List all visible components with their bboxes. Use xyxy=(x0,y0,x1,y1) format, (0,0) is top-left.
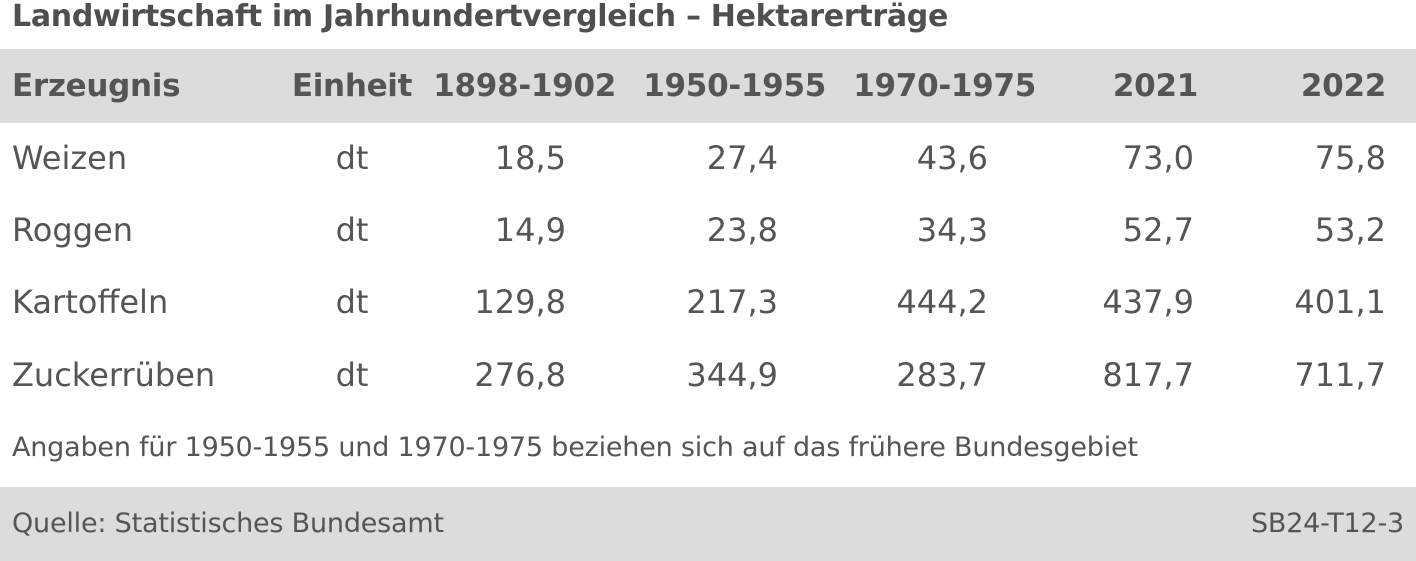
table-cell: 344,9 xyxy=(686,356,778,394)
table-cell: Roggen xyxy=(12,211,133,249)
table-cell: 34,3 xyxy=(916,211,988,249)
table-cell: 18,5 xyxy=(494,139,566,177)
table-code: SB24-T12-3 xyxy=(1250,508,1404,539)
table-cell: 52,7 xyxy=(1122,211,1194,249)
footnote: Angaben für 1950-1955 und 1970-1975 bezi… xyxy=(12,432,1138,463)
header-2022: 2022 xyxy=(1300,68,1386,104)
table-cell: dt xyxy=(335,211,369,249)
header-einheit: Einheit xyxy=(291,68,413,104)
table-cell: 75,8 xyxy=(1314,139,1386,177)
table-cell: Weizen xyxy=(12,139,128,177)
header-1898-1902: 1898-1902 xyxy=(433,68,616,104)
table-cell: 23,8 xyxy=(706,211,778,249)
header-erzeugnis: Erzeugnis xyxy=(12,68,181,104)
page-title: Landwirtschaft im Jahrhundertvergleich –… xyxy=(12,0,949,34)
table-cell: 53,2 xyxy=(1314,211,1386,249)
table-cell: 444,2 xyxy=(896,283,988,321)
table-cell: Kartoffeln xyxy=(12,283,169,321)
table-cell: 283,7 xyxy=(896,356,988,394)
table-cell: 401,1 xyxy=(1294,283,1386,321)
table-cell: 276,8 xyxy=(474,356,566,394)
table-cell: 129,8 xyxy=(474,283,566,321)
table-cell: dt xyxy=(335,356,369,394)
table-cell: 437,9 xyxy=(1102,283,1194,321)
table-cell: Zuckerrüben xyxy=(12,356,216,394)
table-cell: 217,3 xyxy=(686,283,778,321)
table-cell: dt xyxy=(335,283,369,321)
table-cell: 73,0 xyxy=(1122,139,1194,177)
header-1970-1975: 1970-1975 xyxy=(853,68,1036,104)
header-1950-1955: 1950-1955 xyxy=(643,68,826,104)
table-cell: 43,6 xyxy=(916,139,988,177)
footer-bar xyxy=(0,487,1416,561)
table-cell: 14,9 xyxy=(494,211,566,249)
header-2021: 2021 xyxy=(1112,68,1198,104)
table-header-row xyxy=(0,49,1416,123)
table-cell: 27,4 xyxy=(706,139,778,177)
table-cell: 711,7 xyxy=(1294,356,1386,394)
source-label: Quelle: Statistisches Bundesamt xyxy=(12,508,444,539)
table-cell: 817,7 xyxy=(1102,356,1194,394)
table-cell: dt xyxy=(335,139,369,177)
